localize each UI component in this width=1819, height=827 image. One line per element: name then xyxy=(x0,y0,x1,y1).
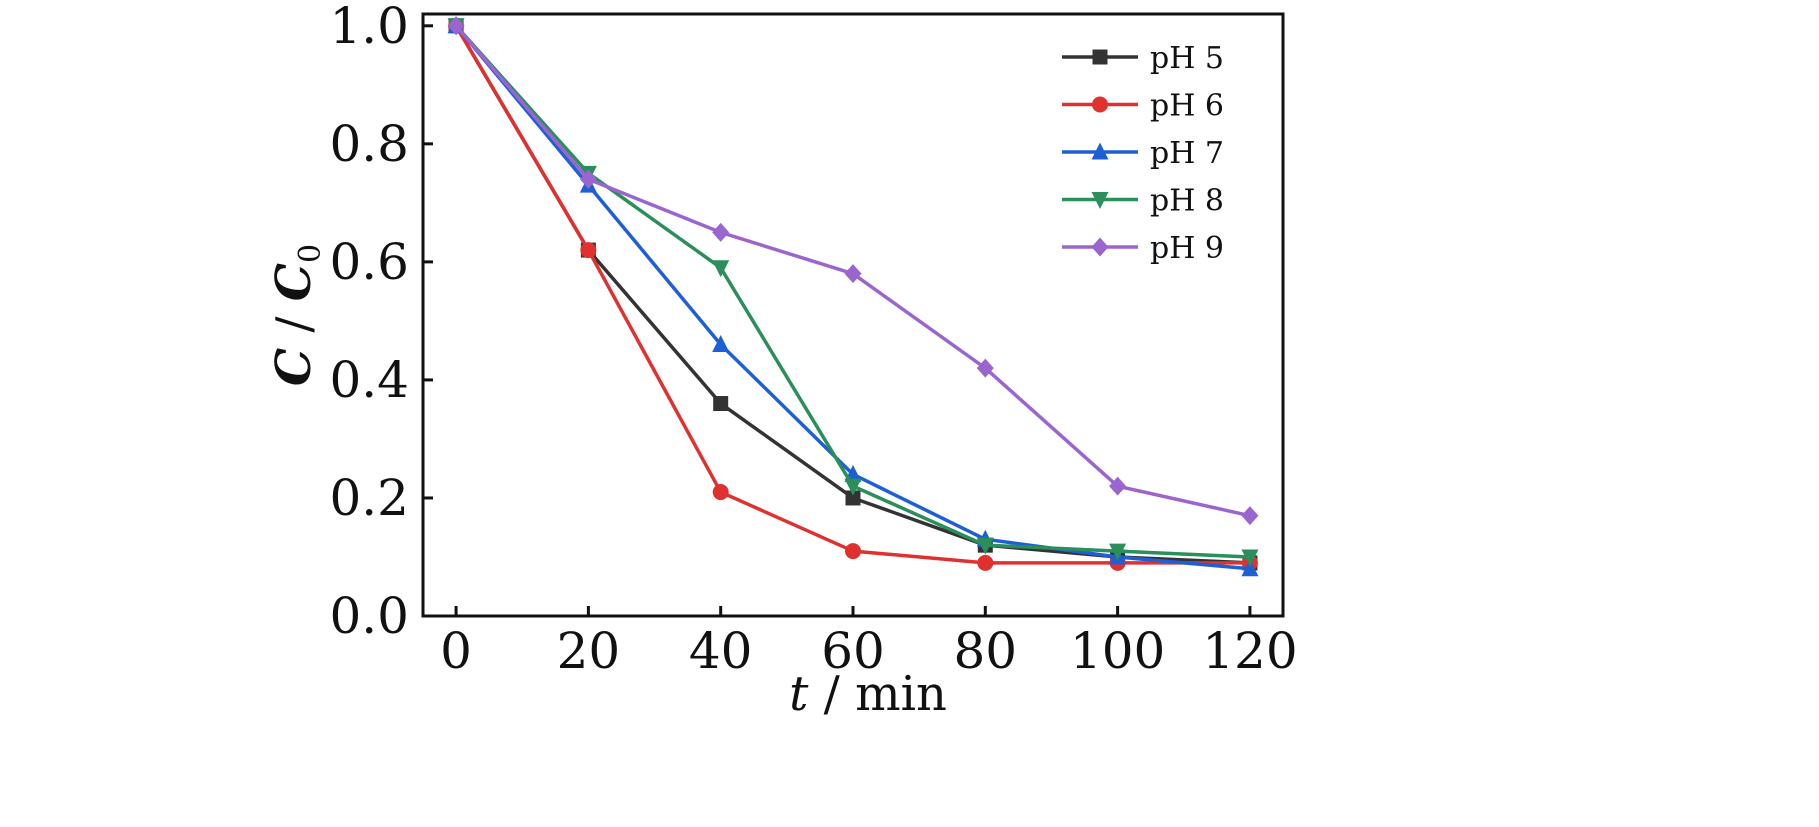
data-point xyxy=(845,543,861,560)
legend: pH 5 pH 6 pH 7 pH 8 pH 9 xyxy=(1062,41,1224,266)
y-axis-title: C / C0 xyxy=(266,244,328,386)
data-point xyxy=(712,335,730,353)
legend-marker xyxy=(1092,96,1108,113)
legend-label: pH 7 xyxy=(1150,136,1224,171)
data-point xyxy=(580,242,597,259)
y-tick-label: 0.8 xyxy=(329,115,409,173)
data-point xyxy=(844,478,862,496)
legend-label: pH 6 xyxy=(1150,89,1224,124)
y-tick-label: 0.6 xyxy=(329,233,409,291)
legend-item: pH 8 xyxy=(1062,184,1224,219)
x-tick-label: 60 xyxy=(821,622,885,680)
data-point xyxy=(713,396,729,412)
data-point xyxy=(447,16,465,36)
data-point xyxy=(712,222,730,242)
data-point xyxy=(844,264,862,284)
data-point xyxy=(976,358,994,378)
y-tick-label: 0.0 xyxy=(329,587,409,645)
series-layer xyxy=(447,16,1259,577)
data-point xyxy=(1241,559,1259,577)
legend-marker xyxy=(1091,142,1109,160)
data-point xyxy=(977,554,994,571)
x-tick-label: 120 xyxy=(1202,622,1297,680)
data-point xyxy=(712,260,730,278)
legend-item: pH 6 xyxy=(1062,89,1224,124)
data-point xyxy=(1241,506,1259,526)
series-ph-9 xyxy=(447,16,1259,526)
data-point xyxy=(976,537,994,555)
legend-marker xyxy=(1091,237,1109,257)
x-axis: 0 20 40 60 80 100 120 xyxy=(440,606,1298,680)
y-tick-label: 1.0 xyxy=(329,0,409,55)
x-tick-label: 80 xyxy=(953,622,1017,680)
data-point xyxy=(1241,549,1259,567)
legend-item: pH 7 xyxy=(1062,136,1224,171)
x-tick-label: 40 xyxy=(689,622,753,680)
x-tick-label: 100 xyxy=(1070,622,1165,680)
data-point xyxy=(579,169,597,189)
legend-label: pH 5 xyxy=(1150,41,1224,76)
y-tick-label: 0.2 xyxy=(329,469,409,527)
legend-marker xyxy=(1091,192,1109,209)
data-point xyxy=(845,490,861,506)
axis-titles: t / min C / C0 xyxy=(266,244,947,722)
legend-item: pH 9 xyxy=(1062,231,1224,266)
y-axis: 0.0 0.2 0.4 0.6 0.8 1.0 xyxy=(329,0,433,645)
y-tick-label: 0.4 xyxy=(329,351,409,409)
x-tick-label: 20 xyxy=(557,622,621,680)
legend-marker xyxy=(1092,49,1108,65)
legend-label: pH 8 xyxy=(1150,184,1224,219)
legend-item: pH 5 xyxy=(1062,41,1224,76)
data-point xyxy=(712,484,729,501)
data-point xyxy=(1109,476,1127,496)
series-ph-8 xyxy=(447,18,1259,567)
x-tick-label: 0 xyxy=(440,622,472,680)
legend-label: pH 9 xyxy=(1150,231,1224,266)
x-axis-title: t / min xyxy=(789,666,947,722)
data-point xyxy=(1109,543,1127,561)
